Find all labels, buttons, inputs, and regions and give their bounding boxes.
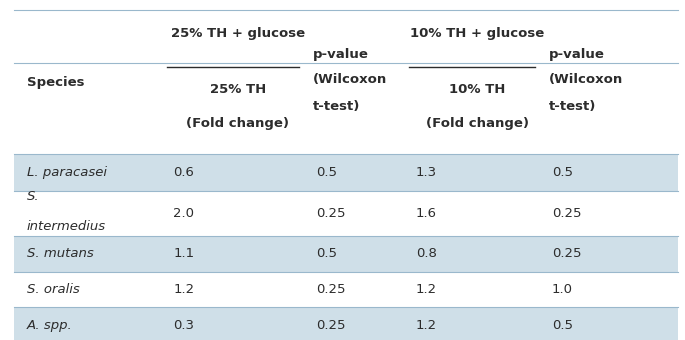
Text: 0.5: 0.5: [316, 248, 337, 260]
Text: (Fold change): (Fold change): [425, 117, 529, 131]
Text: S. oralis: S. oralis: [27, 283, 79, 296]
Text: 0.3: 0.3: [173, 319, 194, 332]
Text: 0.5: 0.5: [552, 166, 573, 179]
Text: intermedius: intermedius: [27, 220, 106, 233]
Text: p-value: p-value: [549, 48, 604, 61]
Text: 0.8: 0.8: [416, 248, 436, 260]
Text: (Fold change): (Fold change): [186, 117, 290, 131]
Text: 25% TH: 25% TH: [210, 83, 266, 96]
Text: 1.6: 1.6: [416, 207, 437, 220]
Text: 1.2: 1.2: [416, 283, 437, 296]
Text: 2.0: 2.0: [173, 207, 194, 220]
Text: 0.25: 0.25: [316, 207, 345, 220]
Text: 0.25: 0.25: [552, 207, 582, 220]
Text: 0.5: 0.5: [552, 319, 573, 332]
Text: 0.25: 0.25: [552, 248, 582, 260]
Text: L. paracasei: L. paracasei: [27, 166, 107, 179]
Text: (Wilcoxon: (Wilcoxon: [312, 72, 387, 86]
Text: 0.6: 0.6: [173, 166, 194, 179]
Text: 1.2: 1.2: [173, 283, 195, 296]
Text: t-test): t-test): [312, 100, 360, 113]
Text: 1.1: 1.1: [173, 248, 195, 260]
Text: 10% TH: 10% TH: [449, 83, 506, 96]
Bar: [14, 307, 678, 340]
Text: (Wilcoxon: (Wilcoxon: [549, 72, 623, 86]
Text: A. spp.: A. spp.: [27, 319, 73, 332]
Text: 0.25: 0.25: [316, 319, 345, 332]
Text: p-value: p-value: [312, 48, 369, 61]
Bar: [14, 154, 678, 191]
Text: t-test): t-test): [549, 100, 596, 113]
Text: S.: S.: [27, 190, 40, 203]
Bar: [14, 236, 678, 272]
Text: 0.25: 0.25: [316, 283, 345, 296]
Text: 1.3: 1.3: [416, 166, 437, 179]
Text: 10% TH + glucose: 10% TH + glucose: [410, 27, 545, 40]
Text: 1.2: 1.2: [416, 319, 437, 332]
Text: 25% TH + glucose: 25% TH + glucose: [171, 27, 305, 40]
Text: 0.5: 0.5: [316, 166, 337, 179]
Text: 1.0: 1.0: [552, 283, 573, 296]
Text: Species: Species: [27, 75, 84, 89]
Text: S. mutans: S. mutans: [27, 248, 94, 260]
